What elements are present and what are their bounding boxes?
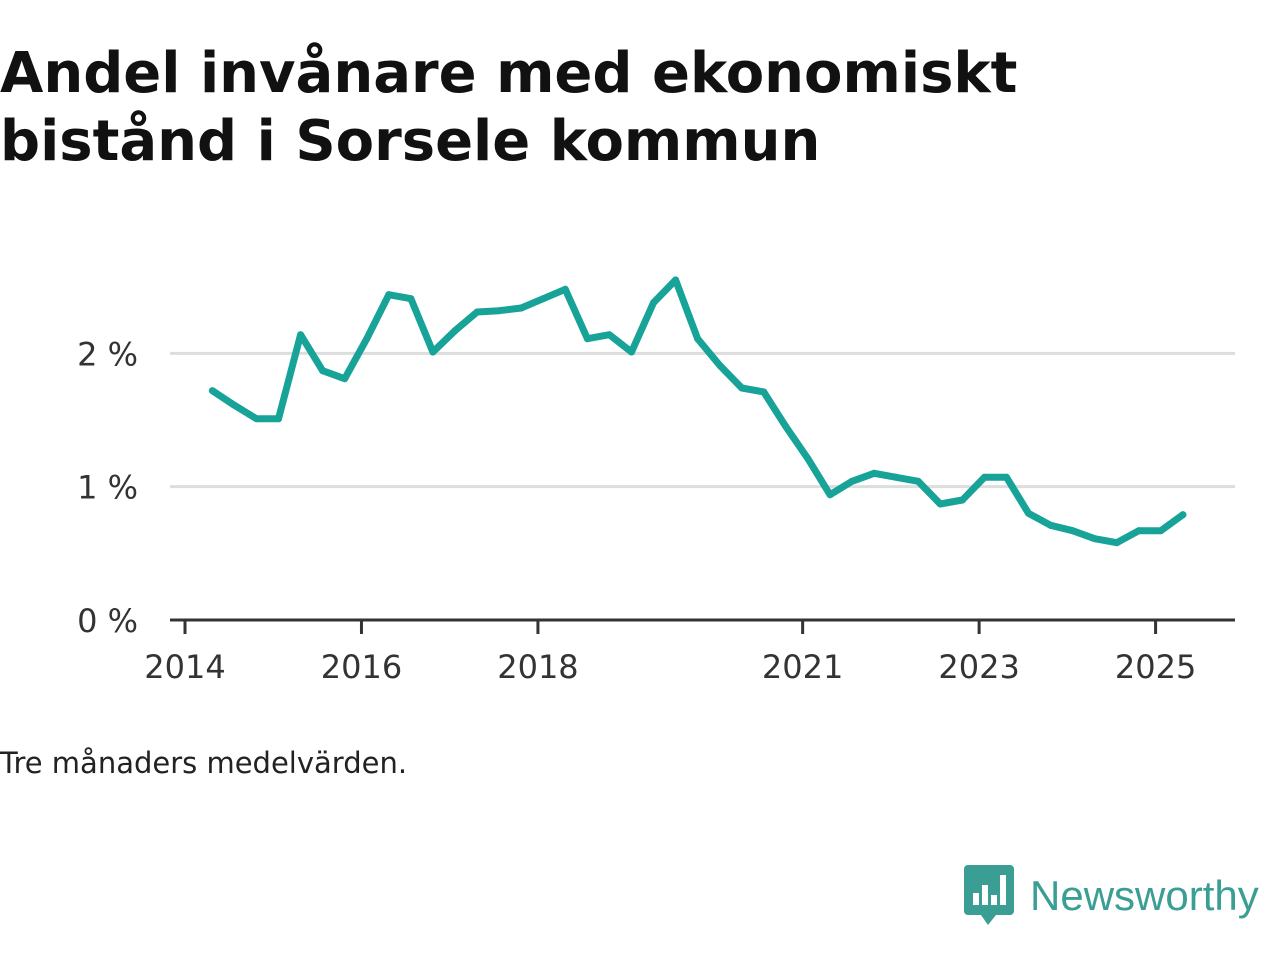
data-point — [1025, 509, 1032, 517]
data-point — [583, 335, 591, 343]
data-point — [848, 477, 856, 485]
data-point — [208, 387, 216, 395]
data-point — [517, 304, 525, 312]
x-axis: 2014 2016 2018 2021 2023 2025 — [144, 618, 1235, 686]
y-axis-labels: 0 % 1 % 2 % — [77, 335, 138, 640]
data-point — [1113, 539, 1121, 547]
chart-title: Andel invånare med ekonomiskt bistånd i … — [0, 41, 1018, 174]
data-point — [1069, 527, 1077, 535]
data-point — [253, 415, 260, 423]
y-tick-label: 2 % — [77, 335, 138, 373]
series-line — [208, 276, 1187, 547]
data-point — [363, 335, 371, 343]
data-point — [539, 295, 547, 303]
data-point — [782, 423, 790, 431]
data-point — [429, 348, 437, 356]
y-tick-label: 1 % — [77, 469, 138, 507]
gridlines — [170, 351, 1235, 489]
newsworthy-logo-icon — [964, 865, 1014, 925]
data-point — [958, 496, 966, 504]
data-point — [275, 415, 282, 423]
x-tick-label: 2021 — [762, 648, 843, 686]
series-layer — [208, 276, 1187, 547]
brand-logo: Newsworthy — [964, 864, 1259, 928]
data-point — [1003, 473, 1010, 481]
x-tick-label: 2018 — [497, 648, 578, 686]
data-point — [892, 473, 900, 481]
data-point — [672, 276, 680, 284]
data-point — [385, 291, 393, 299]
data-point — [341, 375, 349, 383]
x-tick-label: 2023 — [938, 648, 1019, 686]
data-point — [1047, 521, 1055, 529]
data-point — [760, 388, 768, 396]
brand-name: Newsworthy — [1030, 872, 1259, 919]
data-point — [628, 348, 635, 356]
data-point — [980, 473, 988, 481]
data-point — [716, 361, 724, 369]
data-point — [407, 295, 415, 303]
data-point — [650, 299, 657, 307]
data-point — [1091, 535, 1099, 543]
data-point — [451, 327, 459, 335]
data-point — [319, 367, 327, 375]
data-point — [1179, 511, 1187, 519]
data-point — [826, 491, 834, 499]
footnote: Tre månaders medelvärden. — [0, 746, 408, 780]
data-point — [297, 331, 305, 339]
x-tick-label: 2025 — [1115, 648, 1196, 686]
data-point — [561, 285, 569, 293]
data-point — [870, 469, 878, 477]
data-point — [495, 307, 503, 315]
x-tick-label: 2016 — [321, 648, 402, 686]
data-point — [738, 384, 746, 392]
data-point — [473, 308, 481, 316]
data-point — [1135, 527, 1143, 535]
data-point — [694, 335, 702, 343]
x-tick-label: 2014 — [144, 648, 225, 686]
data-point — [230, 401, 238, 409]
data-point — [605, 331, 613, 339]
data-point — [936, 500, 944, 508]
y-tick-label: 0 % — [77, 602, 138, 640]
data-point — [1157, 527, 1165, 535]
data-point — [914, 477, 922, 485]
data-point — [804, 455, 812, 463]
line-chart: 0 % 1 % 2 % 2014 2016 2018 2021 2023 2025 — [77, 276, 1235, 686]
